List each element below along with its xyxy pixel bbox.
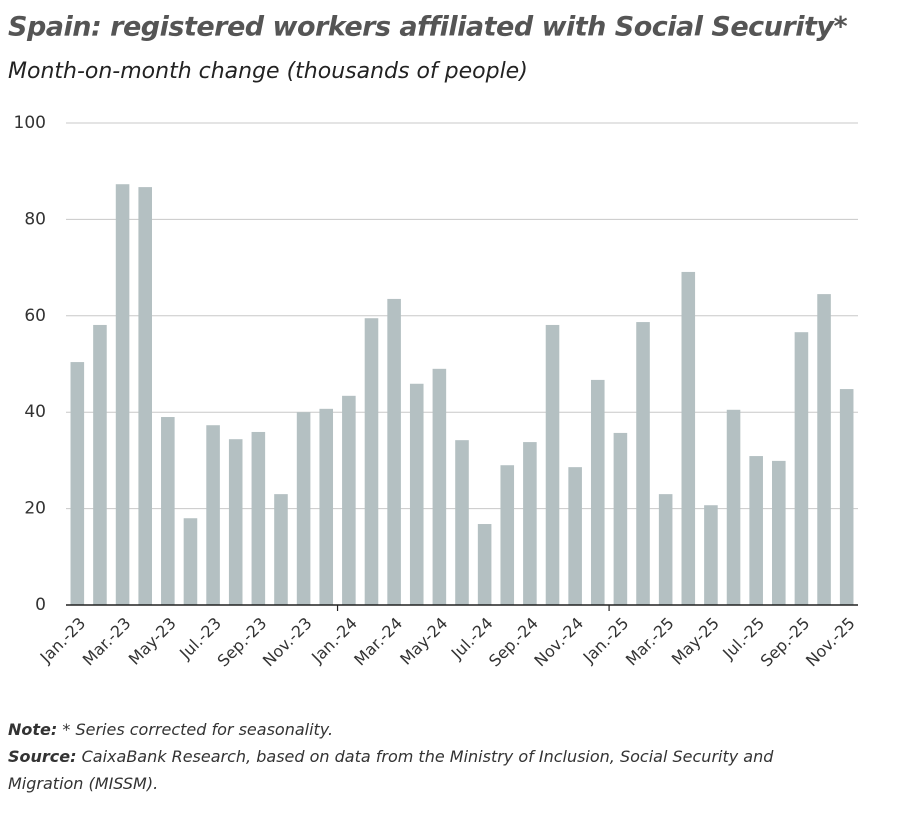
source-label: Source: — [8, 747, 77, 766]
bar — [342, 395, 356, 605]
bar — [726, 409, 741, 605]
bar — [636, 322, 650, 605]
bar — [319, 408, 334, 605]
y-tick-label: 0 — [35, 595, 46, 615]
bar — [206, 425, 220, 605]
x-tick-label: Nov.-25 — [802, 614, 859, 671]
x-tick-label: May-23 — [125, 614, 180, 669]
source-text: CaixaBank Research, based on data from t… — [8, 747, 774, 793]
bar — [568, 467, 582, 605]
bar — [839, 389, 854, 605]
bar — [704, 505, 718, 605]
bar — [523, 442, 537, 605]
bar — [455, 440, 469, 605]
footnotes: Note: * Series corrected for seasonality… — [8, 716, 778, 797]
x-tick-label: Nov.-23 — [259, 614, 316, 671]
x-tick-label: May-25 — [668, 614, 723, 669]
note: Note: * Series corrected for seasonality… — [8, 716, 778, 743]
y-tick-label: 60 — [24, 306, 46, 326]
bar — [590, 379, 605, 605]
note-text: * Series corrected for seasonality. — [62, 720, 334, 739]
x-tick-label: Mar.-24 — [350, 614, 406, 670]
bar — [477, 524, 492, 605]
chart: Spain: registered workers affiliated wit… — [8, 12, 859, 671]
bar — [251, 431, 266, 605]
bar — [613, 432, 628, 605]
bar — [93, 324, 107, 605]
bar — [794, 332, 809, 605]
x-tick-label: May-24 — [396, 614, 451, 669]
bar — [183, 518, 198, 605]
y-tick-label: 40 — [24, 402, 46, 422]
bar — [228, 439, 243, 605]
x-tick-label: Sep.-24 — [485, 614, 542, 671]
bar — [772, 460, 786, 605]
chart-title: Spain: registered workers affiliated wit… — [8, 12, 847, 43]
bar — [681, 271, 696, 605]
bar — [432, 368, 447, 605]
bar — [138, 187, 152, 605]
note-label: Note: — [8, 720, 58, 739]
bar — [161, 417, 175, 605]
y-tick-label: 20 — [24, 499, 46, 519]
x-tick-label: Nov.-24 — [530, 614, 587, 671]
bar — [387, 298, 401, 605]
bar — [817, 294, 831, 605]
bar — [70, 362, 85, 605]
bar — [296, 412, 311, 605]
x-tick-label: Mar.-25 — [622, 614, 678, 670]
bar — [500, 465, 515, 605]
y-tick-label: 80 — [24, 209, 46, 229]
bar — [364, 318, 379, 605]
chart-subtitle: Month-on-month change (thousands of peop… — [8, 59, 528, 84]
bar — [409, 383, 424, 605]
bar — [115, 184, 130, 606]
x-tick-label: Sep.-25 — [757, 614, 814, 671]
bar — [749, 456, 763, 605]
x-tick-label: Sep.-23 — [214, 614, 271, 671]
bar — [658, 494, 673, 605]
x-tick-label: Mar.-23 — [79, 614, 135, 670]
y-tick-label: 100 — [14, 113, 46, 133]
bar — [274, 494, 288, 605]
source: Source: CaixaBank Research, based on dat… — [8, 743, 778, 797]
bar — [545, 324, 560, 605]
